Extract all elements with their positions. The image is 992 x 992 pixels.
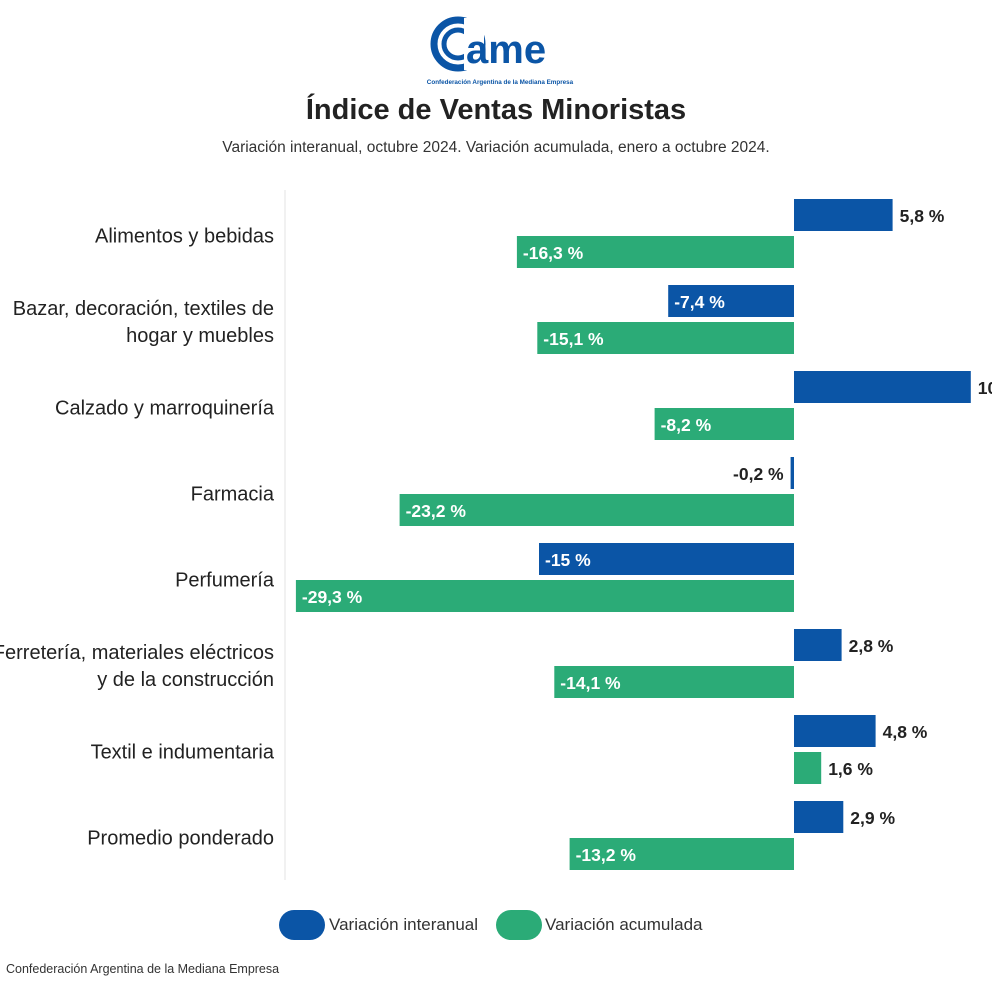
data-label: -0,2 %: [733, 464, 784, 484]
bar-interanual: [794, 199, 893, 231]
category-label: Alimentos y bebidas: [95, 226, 274, 248]
legend-swatch-interanual: [279, 910, 325, 940]
category-label: Textil e indumentaria: [91, 742, 275, 764]
data-label: -7,4 %: [674, 292, 725, 312]
bar-interanual: [794, 371, 971, 403]
category-label: Farmacia: [191, 484, 275, 506]
bar-acumulada: [399, 494, 794, 526]
svg-text:ame: ame: [466, 28, 546, 72]
chart-subtitle: Variación interanual, octubre 2024. Vari…: [222, 139, 770, 156]
category-label: Perfumería: [175, 570, 275, 592]
category-label: hogar y muebles: [126, 325, 274, 347]
bar-acumulada: [654, 408, 794, 440]
category-label: Calzado y marroquinería: [55, 398, 275, 420]
bar-interanual: [794, 715, 876, 747]
bar-acumulada: [794, 752, 822, 784]
svg-text:Confederación Argentina de la: Confederación Argentina de la Mediana Em…: [427, 79, 574, 86]
data-label: -14,1 %: [560, 673, 621, 693]
chart-title: Índice de Ventas Minoristas: [305, 94, 687, 126]
legend-swatch-acumulada: [496, 910, 542, 940]
bar-interanual: [794, 629, 842, 661]
bar-acumulada: [537, 322, 794, 354]
data-label: 4,8 %: [883, 722, 928, 742]
bar-acumulada: [569, 838, 794, 870]
bar-interanual: [790, 457, 794, 489]
data-label: -23,2 %: [406, 501, 467, 521]
data-label: 5,8 %: [900, 206, 945, 226]
category-label: y de la construcción: [97, 669, 274, 691]
data-label: 1,6 %: [828, 759, 873, 779]
data-label: -8,2 %: [661, 415, 712, 435]
data-label: 2,8 %: [849, 636, 894, 656]
data-label: -29,3 %: [302, 587, 363, 607]
bar-interanual: [539, 543, 794, 575]
data-label: -15,1 %: [543, 329, 604, 349]
bar-acumulada: [516, 236, 794, 268]
category-label: Promedio ponderado: [87, 828, 274, 850]
category-label: Ferretería, materiales eléctricos: [0, 642, 274, 664]
data-label: -16,3 %: [523, 243, 584, 263]
bar-interanual: [794, 801, 844, 833]
category-label: Bazar, decoración, textiles de: [13, 298, 274, 320]
footer-source: Confederación Argentina de la Mediana Em…: [6, 962, 280, 976]
bar-acumulada: [554, 666, 794, 698]
legend-label-interanual: Variación interanual: [329, 915, 478, 934]
bar-acumulada: [295, 580, 794, 612]
came-logo: ame Confederación Argentina de la Median…: [427, 16, 574, 86]
data-label: 10,4 %: [978, 378, 992, 398]
bar-interanual: [668, 285, 794, 317]
data-label: 2,9 %: [850, 808, 895, 828]
legend-label-acumulada: Variación acumulada: [545, 915, 703, 934]
data-label: -15 %: [545, 550, 591, 570]
data-label: -13,2 %: [576, 845, 637, 865]
